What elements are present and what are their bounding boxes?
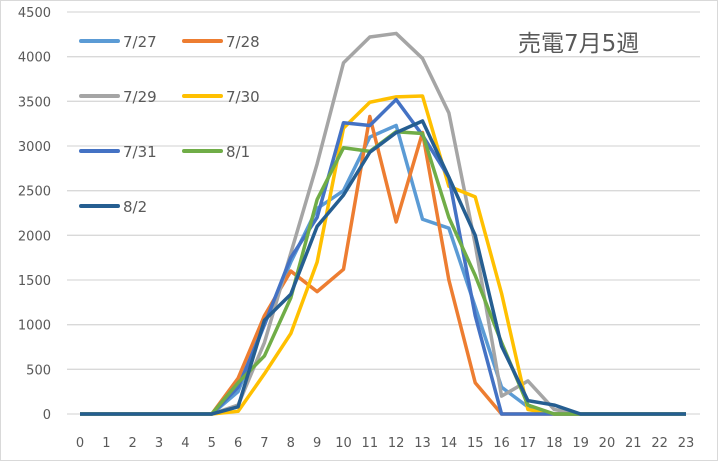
x-tick-label: 14 (441, 436, 458, 451)
legend-label: 7/30 (226, 88, 260, 106)
x-tick-label: 15 (467, 436, 484, 451)
legend-label: 7/31 (123, 143, 157, 161)
y-tick-label: 4500 (18, 6, 51, 21)
legend-label: 8/1 (226, 143, 250, 161)
x-tick-label: 10 (335, 436, 352, 451)
y-tick-label: 1500 (18, 274, 51, 289)
x-tick-label: 5 (208, 436, 216, 451)
x-tick-label: 23 (678, 436, 695, 451)
x-tick-label: 3 (155, 436, 163, 451)
x-tick-label: 7 (260, 436, 268, 451)
x-tick-label: 17 (520, 436, 537, 451)
y-tick-label: 500 (26, 363, 51, 378)
x-tick-label: 20 (599, 436, 616, 451)
y-tick-label: 4000 (18, 51, 51, 66)
legend-label: 7/27 (123, 33, 157, 51)
x-tick-label: 21 (625, 436, 642, 451)
y-tick-label: 3000 (18, 140, 51, 155)
chart-title: 売電7月5週 (518, 31, 639, 57)
x-tick-label: 18 (546, 436, 563, 451)
x-tick-label: 4 (181, 436, 189, 451)
y-tick-label: 0 (43, 408, 51, 423)
x-tick-label: 11 (362, 436, 379, 451)
legend-label: 8/2 (123, 198, 147, 216)
x-tick-label: 1 (102, 436, 110, 451)
series-line-7-31 (80, 97, 686, 416)
y-tick-label: 1000 (18, 319, 51, 334)
x-tick-label: 2 (129, 436, 137, 451)
x-tick-label: 8 (287, 436, 295, 451)
x-tick-label: 9 (313, 436, 321, 451)
series-line-8-2 (80, 119, 686, 416)
x-tick-label: 0 (76, 436, 84, 451)
x-tick-label: 16 (493, 436, 510, 451)
legend-label: 7/29 (123, 88, 157, 106)
y-tick-label: 2500 (18, 185, 51, 200)
legend-label: 7/28 (226, 33, 260, 51)
x-tick-label: 19 (572, 436, 589, 451)
y-tick-label: 3500 (18, 95, 51, 110)
x-tick-label: 22 (651, 436, 668, 451)
x-tick-label: 13 (414, 436, 431, 451)
series-line-7-29 (80, 31, 686, 416)
x-tick-label: 6 (234, 436, 242, 451)
y-tick-label: 2000 (18, 229, 51, 244)
x-tick-label: 12 (388, 436, 405, 451)
